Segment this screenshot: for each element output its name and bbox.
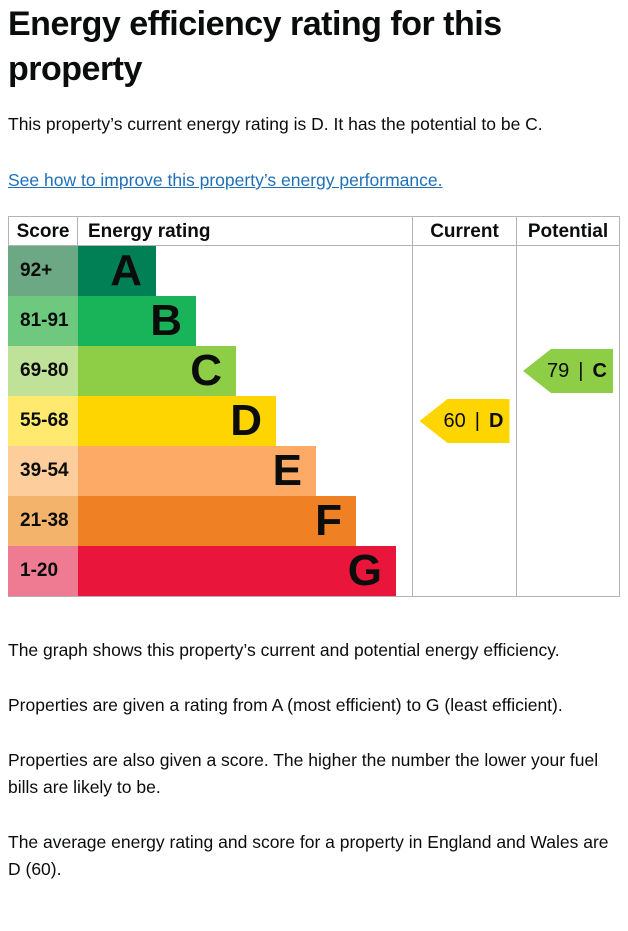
rating-band-row-e: 39-54 E [8, 446, 620, 496]
table-header-row: Score Energy rating Current Potential [8, 216, 620, 246]
potential-score: 79 [547, 359, 570, 382]
potential-cell-f [516, 496, 620, 546]
current-cell-a [412, 246, 516, 296]
potential-cell-a [516, 246, 620, 296]
rating-bar-c: C [78, 346, 236, 396]
potential-cell-c: 79 | C [516, 346, 620, 396]
current-cell-b [412, 296, 516, 346]
rating-band-row-d: 55-68 D 60 | D [8, 396, 620, 446]
potential-cell-e [516, 446, 620, 496]
rating-band-row-a: 92+ A [8, 246, 620, 296]
improve-performance-link[interactable]: See how to improve this property’s energ… [8, 170, 443, 190]
band-letter-a: A [110, 246, 142, 295]
score-range-d: 55-68 [8, 396, 78, 446]
band-letter-b: B [150, 296, 182, 345]
current-rating-indicator-arrow: 60 | D [419, 399, 510, 443]
potential-rating-indicator-arrow: 79 | C [523, 349, 613, 393]
potential-cell-b [516, 296, 620, 346]
energy-rating-table: Score Energy rating Current Potential 92… [8, 216, 620, 597]
rating-bar-g: G [78, 546, 396, 596]
header-potential: Potential [516, 217, 620, 246]
pipe-separator: | [474, 409, 480, 432]
explanatory-text: The graph shows this property’s current … [8, 637, 620, 883]
rating-band-row-f: 21-38 F [8, 496, 620, 546]
graph-description: The graph shows this property’s current … [8, 640, 560, 660]
potential-cell-g [516, 546, 620, 596]
band-letter-g: G [347, 546, 382, 595]
potential-band-letter: C [592, 359, 607, 382]
rating-band-row-g: 1-20 G [8, 546, 620, 596]
score-explanation: Properties are also given a score. The h… [8, 750, 599, 797]
current-score: 60 [443, 409, 466, 432]
rating-bar-a: A [78, 246, 156, 296]
score-range-g: 1-20 [8, 546, 78, 596]
current-cell-g [412, 546, 516, 596]
score-range-f: 21-38 [8, 496, 78, 546]
current-cell-d: 60 | D [412, 396, 516, 446]
band-letter-d: D [230, 396, 262, 445]
rating-bar-b: B [78, 296, 196, 346]
pipe-separator: | [578, 359, 584, 382]
rating-band-row-c: 69-80 C 79 | C [8, 346, 620, 396]
score-range-b: 81-91 [8, 296, 78, 346]
rating-bar-d: D [78, 396, 276, 446]
header-energy-rating: Energy rating [88, 221, 211, 242]
potential-cell-d [516, 396, 620, 446]
rating-bar-f: F [78, 496, 356, 546]
current-cell-c [412, 346, 516, 396]
rating-bar-e: E [78, 446, 316, 496]
score-range-a: 92+ [8, 246, 78, 296]
header-current: Current [412, 217, 516, 246]
score-range-e: 39-54 [8, 446, 78, 496]
score-range-c: 69-80 [8, 346, 78, 396]
header-score: Score [8, 217, 78, 246]
band-letter-c: C [190, 346, 222, 395]
band-letter-e: E [272, 446, 302, 495]
average-rating-note: The average energy rating and score for … [8, 832, 609, 879]
current-band-letter: D [489, 409, 504, 432]
current-cell-f [412, 496, 516, 546]
rating-band-row-b: 81-91 B [8, 296, 620, 346]
intro-text: This property’s current energy rating is… [8, 114, 543, 134]
current-cell-e [412, 446, 516, 496]
rating-explanation: Properties are given a rating from A (mo… [8, 695, 563, 715]
page-title: Energy efficiency rating for this proper… [8, 5, 502, 88]
band-letter-f: F [315, 496, 342, 545]
